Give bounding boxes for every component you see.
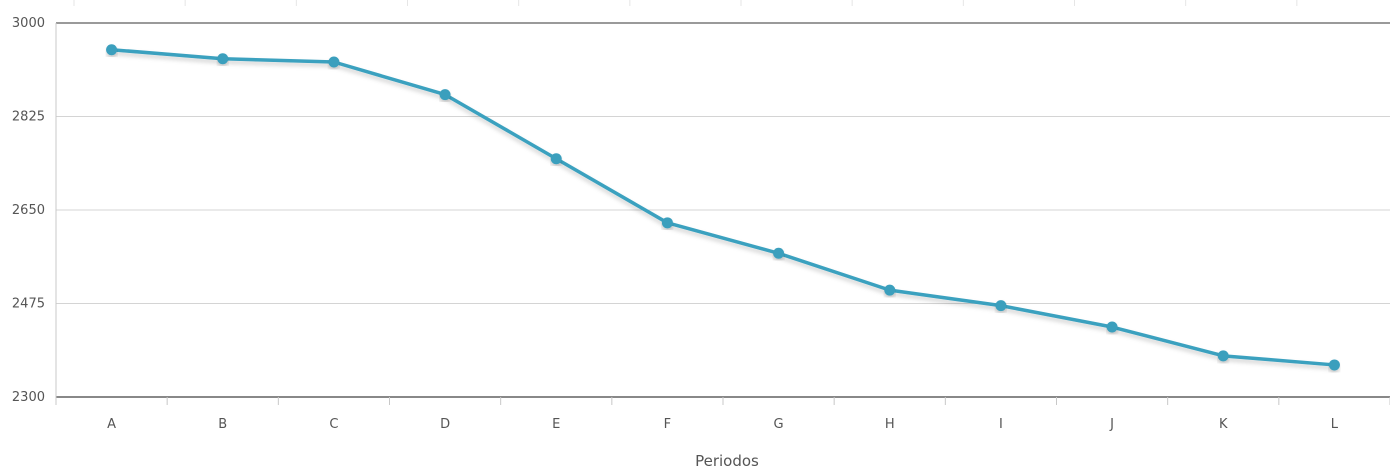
data-point[interactable] [1106,321,1118,333]
data-point[interactable] [217,53,229,65]
axes [55,23,1390,405]
y-tick-label: 2650 [12,203,45,218]
data-point[interactable] [773,247,785,259]
y-tick-label: 3000 [12,16,45,31]
x-tick-label: A [107,417,116,432]
series-group [106,44,1340,371]
data-point[interactable] [1217,350,1229,362]
data-point[interactable] [106,44,118,56]
data-point[interactable] [884,284,896,296]
x-tick-label: L [1331,417,1339,432]
data-point[interactable] [328,56,340,68]
x-tick-label: C [329,417,338,432]
x-tick-label: D [440,417,450,432]
y-tick-label: 2300 [12,390,45,405]
x-tick-label: H [885,417,895,432]
x-tick-label: F [664,417,671,432]
data-point[interactable] [439,89,451,101]
x-tick-label: J [1109,417,1114,432]
data-point[interactable] [1328,359,1340,371]
y-tick-label: 2825 [12,110,45,125]
x-tick-label: B [218,417,227,432]
x-tick-label: K [1219,417,1228,432]
series-line [109,47,1337,367]
x-tick-label: E [552,417,560,432]
x-tick-label: I [999,417,1003,432]
data-point[interactable] [550,153,562,165]
data-point[interactable] [661,217,673,229]
tick-labels: 2300 2475 2650 2825 3000 A B C D E F G H I J K L [12,16,1339,432]
x-tick-label: G [774,417,784,432]
y-tick-label: 2475 [12,297,45,312]
data-point[interactable] [995,300,1007,312]
x-axis-title: Periodos [695,452,759,470]
